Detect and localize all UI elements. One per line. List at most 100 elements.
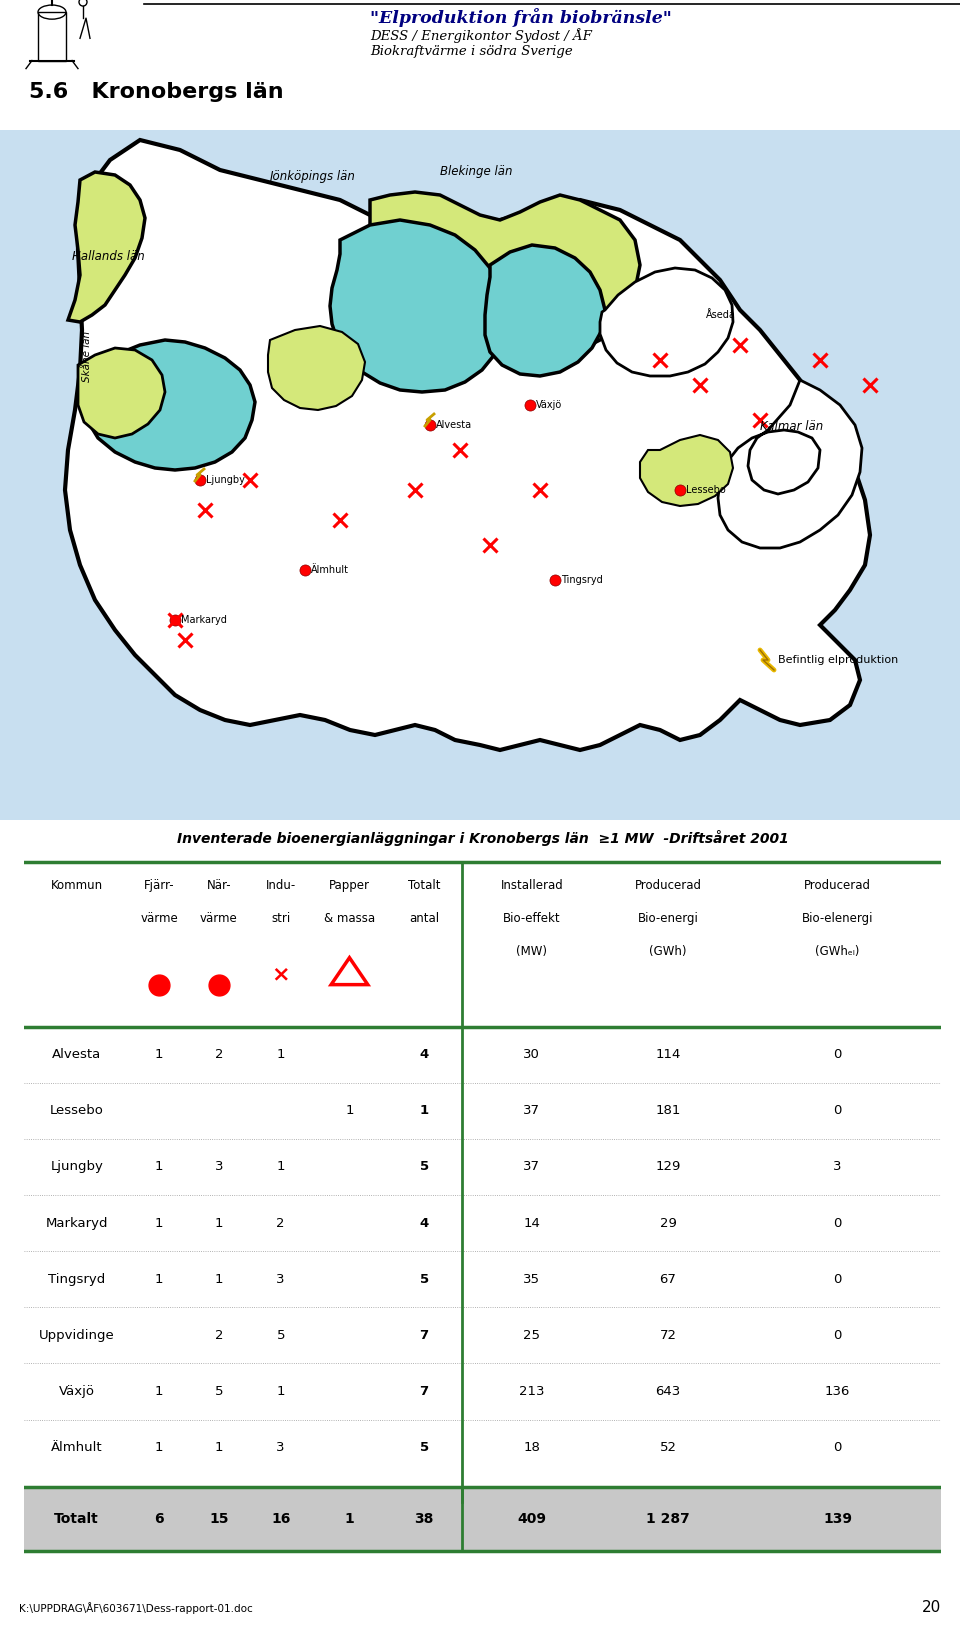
Text: Alvesta: Alvesta	[436, 420, 472, 429]
Text: 5: 5	[420, 1441, 429, 1454]
Text: 6: 6	[155, 1511, 164, 1526]
Text: Markaryd: Markaryd	[45, 1216, 108, 1229]
Text: 38: 38	[415, 1511, 434, 1526]
Text: 14: 14	[523, 1216, 540, 1229]
Text: 1: 1	[420, 1105, 429, 1118]
Text: Hallands län: Hallands län	[72, 251, 145, 262]
Text: 1: 1	[155, 1385, 163, 1398]
Text: 1 287: 1 287	[646, 1511, 690, 1526]
Text: Åseda: Åseda	[706, 310, 736, 320]
Text: Älmhult: Älmhult	[311, 565, 349, 575]
Text: Bio-energi: Bio-energi	[637, 911, 699, 924]
Polygon shape	[330, 220, 505, 392]
Text: 409: 409	[517, 1511, 546, 1526]
Text: värme: värme	[140, 911, 179, 924]
Text: 4: 4	[420, 1047, 429, 1060]
Text: 7: 7	[420, 1385, 429, 1398]
Text: 3: 3	[276, 1272, 285, 1285]
Text: Ljungby: Ljungby	[50, 1160, 103, 1174]
Text: 7: 7	[420, 1329, 429, 1342]
Text: stri: stri	[271, 911, 290, 924]
Polygon shape	[65, 139, 870, 751]
Text: K:\UPPDRAG\ÅF\603671\Dess-rapport-01.doc: K:\UPPDRAG\ÅF\603671\Dess-rapport-01.doc	[19, 1601, 252, 1614]
Polygon shape	[365, 192, 640, 357]
Text: Tingsryd: Tingsryd	[561, 575, 603, 585]
Text: 18: 18	[523, 1441, 540, 1454]
Text: ×: ×	[272, 964, 290, 983]
Text: 1: 1	[155, 1216, 163, 1229]
Text: (MW): (MW)	[516, 946, 547, 957]
Text: Biokraftvärme i södra Sverige: Biokraftvärme i södra Sverige	[370, 46, 573, 59]
Text: Lessebo: Lessebo	[50, 1105, 104, 1118]
Text: Befintliga biobränsleanläggningar år 2001.: Befintliga biobränsleanläggningar år 200…	[29, 139, 357, 156]
Polygon shape	[600, 269, 733, 375]
Text: Växjö: Växjö	[536, 400, 563, 410]
Text: 5: 5	[276, 1329, 285, 1342]
Text: 0: 0	[833, 1329, 842, 1342]
Text: Bio-elenergi: Bio-elenergi	[802, 911, 874, 924]
Text: 1: 1	[155, 1160, 163, 1174]
Text: 1: 1	[215, 1441, 223, 1454]
Text: 37: 37	[523, 1160, 540, 1174]
Text: 136: 136	[825, 1385, 851, 1398]
Polygon shape	[485, 244, 605, 375]
Text: 2: 2	[276, 1216, 285, 1229]
Text: 5: 5	[420, 1160, 429, 1174]
Text: 1: 1	[215, 1216, 223, 1229]
Polygon shape	[68, 172, 145, 321]
Text: Kalmar län: Kalmar län	[760, 420, 824, 433]
Text: & massa: & massa	[324, 911, 375, 924]
Text: 4: 4	[420, 1216, 429, 1229]
Text: Blekinge län: Blekinge län	[440, 166, 513, 179]
Text: 643: 643	[656, 1385, 681, 1398]
Text: "Elproduktion från biobränsle": "Elproduktion från biobränsle"	[370, 8, 672, 26]
Text: 29: 29	[660, 1216, 677, 1229]
Polygon shape	[268, 326, 365, 410]
Text: Jönköpings län: Jönköpings län	[270, 170, 356, 184]
Text: Totalt: Totalt	[55, 1511, 99, 1526]
Text: Bio-effekt: Bio-effekt	[503, 911, 561, 924]
Text: värme: värme	[200, 911, 238, 924]
Polygon shape	[640, 434, 733, 506]
Text: 1: 1	[155, 1441, 163, 1454]
Text: 5: 5	[215, 1385, 223, 1398]
Text: 0: 0	[833, 1047, 842, 1060]
Text: Fjärr-: Fjärr-	[144, 879, 175, 892]
Bar	[24, 1487, 941, 1550]
Text: När-: När-	[206, 879, 231, 892]
Text: 3: 3	[833, 1160, 842, 1174]
Text: Producerad: Producerad	[635, 879, 702, 892]
Text: Alvesta: Alvesta	[52, 1047, 102, 1060]
Text: 25: 25	[523, 1329, 540, 1342]
Text: 1: 1	[276, 1385, 285, 1398]
Text: 5.6   Kronobergs län: 5.6 Kronobergs län	[29, 82, 283, 102]
Text: Skåne län: Skåne län	[82, 331, 92, 382]
Text: Papper: Papper	[329, 879, 370, 892]
Text: 2: 2	[215, 1047, 223, 1060]
Text: 15: 15	[209, 1511, 228, 1526]
Text: Ljungby: Ljungby	[206, 475, 245, 485]
Text: 139: 139	[823, 1511, 852, 1526]
Text: 114: 114	[656, 1047, 681, 1060]
Text: (GWhₑₗ): (GWhₑₗ)	[815, 946, 860, 957]
Text: 72: 72	[660, 1329, 677, 1342]
Text: 0: 0	[833, 1105, 842, 1118]
Text: Älmhult: Älmhult	[51, 1441, 103, 1454]
Text: 1: 1	[276, 1047, 285, 1060]
Text: 1: 1	[215, 1272, 223, 1285]
Text: 3: 3	[276, 1441, 285, 1454]
Text: Lessebo: Lessebo	[686, 485, 726, 495]
Text: Uppvidinge: Uppvidinge	[38, 1329, 114, 1342]
Text: Kommun: Kommun	[51, 879, 103, 892]
Text: 1: 1	[155, 1047, 163, 1060]
Polygon shape	[80, 339, 255, 470]
Text: 35: 35	[523, 1272, 540, 1285]
Text: Befintlig elproduktion: Befintlig elproduktion	[778, 656, 899, 665]
Text: 1: 1	[155, 1272, 163, 1285]
Text: Indu-: Indu-	[266, 879, 296, 892]
Text: Producerad: Producerad	[804, 879, 871, 892]
Text: Tingsryd: Tingsryd	[48, 1272, 106, 1285]
Text: 0: 0	[833, 1272, 842, 1285]
Text: 20: 20	[922, 1600, 941, 1616]
Text: 67: 67	[660, 1272, 677, 1285]
